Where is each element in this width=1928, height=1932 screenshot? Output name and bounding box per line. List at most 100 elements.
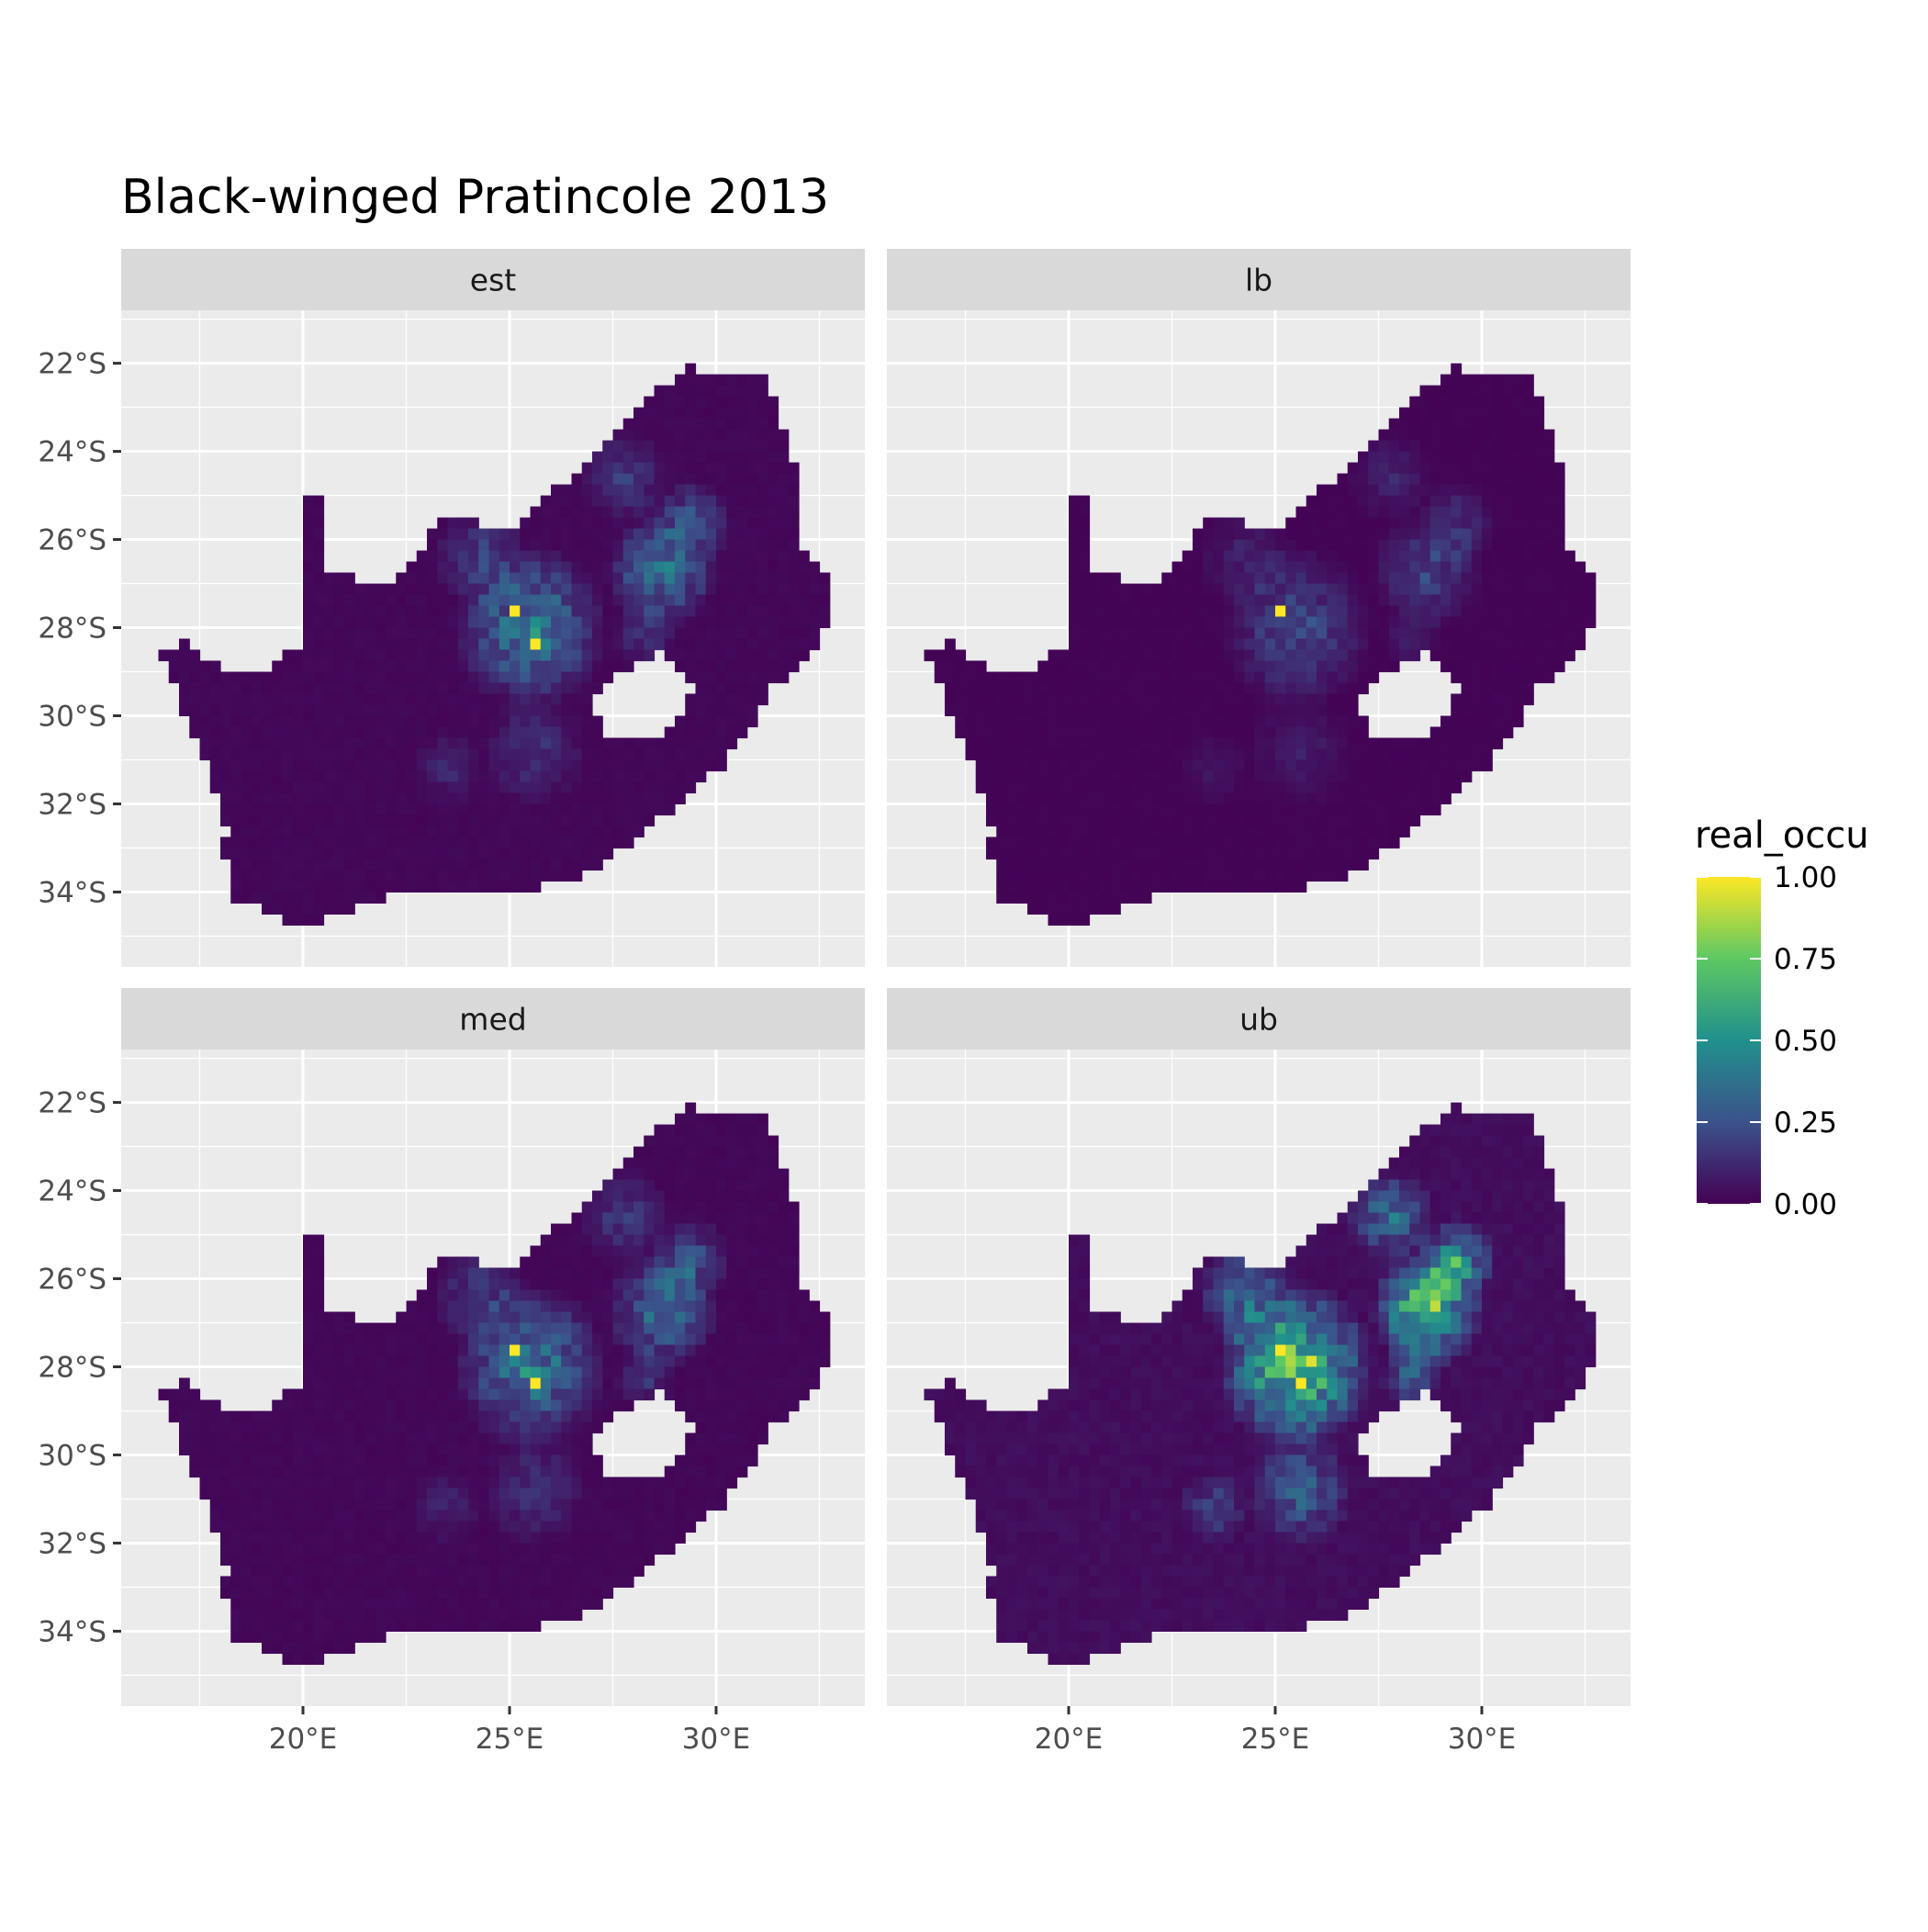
raster-cell [1224, 628, 1235, 640]
raster-cell [716, 430, 727, 442]
raster-cell [241, 748, 252, 760]
raster-cell [809, 584, 820, 596]
raster-cell [716, 759, 727, 771]
raster-cell [365, 1443, 376, 1455]
raster-cell [1306, 715, 1317, 727]
raster-cell [179, 1388, 190, 1400]
raster-cell [1161, 606, 1172, 618]
raster-cell [1523, 671, 1534, 683]
raster-cell [293, 1388, 304, 1400]
raster-cell [582, 529, 593, 541]
raster-cell [478, 1421, 489, 1433]
raster-cell [1420, 803, 1431, 815]
raster-cell [1007, 726, 1018, 738]
raster-cell [572, 1521, 583, 1533]
raster-cell [1409, 397, 1420, 409]
raster-cell [1440, 715, 1452, 727]
raster-cell [365, 639, 376, 651]
raster-cell [448, 1290, 459, 1302]
raster-cell [561, 1378, 572, 1390]
raster-cell [1224, 826, 1235, 837]
raster-cell [633, 1180, 645, 1192]
raster-cell [334, 1466, 345, 1477]
raster-cell [1472, 463, 1483, 475]
raster-cell [1007, 814, 1018, 826]
raster-cell [623, 507, 634, 519]
raster-cell [1244, 781, 1255, 793]
raster-cell [376, 1388, 387, 1400]
raster-cell [561, 1399, 572, 1411]
raster-cell [324, 682, 335, 694]
raster-cell [541, 529, 552, 541]
raster-cell [303, 1378, 314, 1390]
raster-cell [354, 584, 365, 596]
raster-cell [407, 748, 418, 760]
raster-cell [386, 1598, 397, 1610]
raster-cell [1069, 660, 1080, 672]
raster-cell [1503, 496, 1514, 508]
raster-cell [592, 1279, 603, 1291]
raster-cell [1348, 859, 1359, 871]
raster-cell [520, 770, 531, 782]
raster-cell [757, 507, 768, 519]
raster-cell [448, 1388, 459, 1400]
raster-cell [737, 649, 748, 661]
raster-cell [1358, 770, 1369, 782]
raster-cell [283, 1587, 294, 1599]
raster-cell [716, 573, 727, 585]
raster-cell [1575, 639, 1586, 651]
raster-cell [365, 870, 376, 882]
raster-cell [386, 693, 397, 705]
raster-cell [1224, 551, 1235, 563]
raster-cell [510, 859, 521, 871]
raster-cell [1131, 781, 1142, 793]
raster-cell [230, 881, 241, 893]
raster-cell [1338, 496, 1349, 508]
raster-cell [293, 737, 304, 749]
raster-cell [986, 748, 997, 760]
raster-cell [1430, 584, 1441, 596]
raster-cell [1358, 452, 1369, 464]
raster-cell [1451, 386, 1462, 398]
raster-cell [1389, 540, 1400, 552]
raster-cell [334, 1543, 345, 1555]
raster-cell [1059, 881, 1070, 893]
raster-cell [303, 1367, 314, 1379]
raster-cell [541, 649, 552, 661]
raster-cell [1513, 408, 1524, 420]
raster-cell [230, 781, 241, 793]
raster-cell [623, 518, 634, 530]
raster-cell [354, 1576, 365, 1588]
raster-cell [1420, 386, 1431, 398]
raster-cell [437, 726, 448, 738]
raster-cell [489, 1345, 500, 1357]
raster-cell [499, 826, 510, 837]
raster-cell [179, 1421, 190, 1433]
raster-cell [303, 737, 314, 749]
raster-cell [582, 1301, 593, 1313]
raster-cell [499, 639, 510, 651]
raster-cell [1224, 529, 1235, 541]
raster-cell [1451, 639, 1462, 651]
raster-cell [334, 1642, 345, 1654]
raster-cell [613, 1312, 624, 1324]
raster-cell [499, 1323, 510, 1335]
raster-cell [551, 759, 562, 771]
raster-cell [1399, 649, 1410, 661]
raster-cell [675, 595, 686, 607]
raster-cell [1090, 826, 1101, 837]
raster-cell [499, 693, 510, 705]
raster-cell [407, 1410, 418, 1422]
raster-cell [344, 737, 355, 749]
raster-cell [1399, 408, 1410, 420]
raster-cell [541, 1367, 552, 1379]
raster-cell [747, 639, 758, 651]
raster-cell [789, 660, 800, 672]
raster-cell [1183, 551, 1194, 563]
raster-cell [582, 792, 593, 804]
raster-cell [1389, 606, 1400, 618]
raster-cell [572, 529, 583, 541]
raster-cell [1183, 770, 1194, 782]
raster-cell [541, 726, 552, 738]
